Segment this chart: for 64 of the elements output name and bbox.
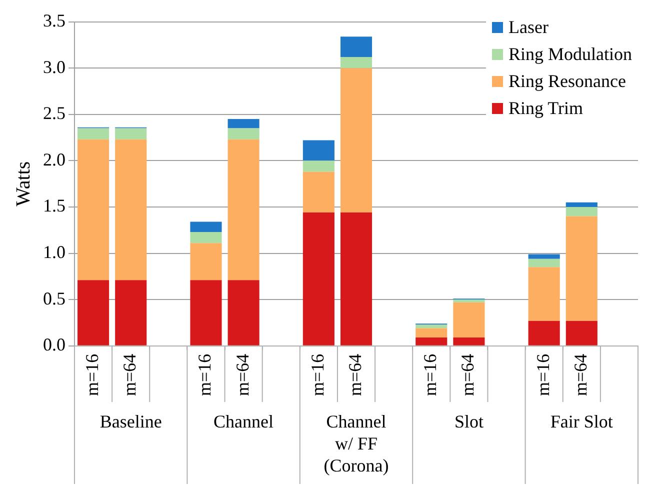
bar	[453, 302, 485, 338]
legend-label: Laser	[508, 17, 548, 38]
text: Channel w/ FF (Corona)	[324, 412, 389, 476]
x-tick-label: m=16	[307, 354, 328, 396]
y-tick-label: 1.0	[43, 242, 66, 262]
bar	[340, 36, 372, 57]
bar	[416, 324, 448, 328]
x-tick-label: m=64	[232, 354, 252, 396]
bar	[190, 243, 222, 280]
x-tick-label: m=64	[458, 354, 478, 396]
x-tick-label: m=64	[120, 354, 140, 396]
x-tick-label: m=64	[344, 354, 365, 396]
bar	[228, 128, 260, 140]
text: Slot	[454, 412, 484, 432]
bar	[78, 139, 110, 280]
bar	[190, 280, 222, 346]
bar	[453, 338, 485, 346]
x-tick-label: m=16	[82, 354, 102, 396]
bar	[566, 216, 598, 321]
bar	[78, 128, 110, 140]
y-tick-label: 2.0	[43, 149, 66, 170]
bar	[190, 222, 222, 232]
legend-label: Ring Resonance	[508, 71, 626, 92]
y-tick-label: 0.0	[43, 334, 66, 355]
bar	[340, 212, 372, 346]
bar	[302, 212, 334, 346]
y-tick-label: 0.5	[43, 288, 66, 308]
x-tick-label: m=16	[532, 354, 553, 396]
bar	[566, 320, 598, 346]
bar	[115, 128, 147, 140]
y-tick-label: 1.5	[43, 196, 66, 216]
x-tick-label: m=16	[420, 354, 440, 396]
bar	[528, 254, 560, 259]
y-tick-label: 3.5	[43, 10, 66, 31]
text: Baseline	[100, 412, 162, 432]
y-tick-label: 3.0	[43, 56, 66, 77]
bar	[228, 139, 260, 280]
bar	[115, 139, 147, 280]
x-tick-label: m=16	[194, 354, 215, 396]
text: Fair Slot	[550, 412, 613, 432]
bar	[302, 172, 334, 213]
bar	[416, 338, 448, 346]
x-tick-label: m=64	[570, 354, 590, 396]
text: Channel	[214, 412, 274, 432]
bar	[190, 232, 222, 244]
bar	[228, 280, 260, 346]
bar	[416, 328, 448, 338]
bar	[115, 280, 147, 346]
bar	[566, 206, 598, 216]
bar	[528, 267, 560, 321]
bar	[228, 119, 260, 128]
bar	[78, 280, 110, 346]
bar	[302, 140, 334, 161]
bar	[528, 320, 560, 346]
bar	[302, 160, 334, 172]
bar	[453, 300, 485, 302]
y-tick-label: 2.5	[43, 103, 66, 124]
bar	[528, 258, 560, 268]
bar	[566, 202, 598, 207]
bar	[340, 68, 372, 213]
legend-label: Ring Trim	[508, 98, 584, 119]
bar	[340, 56, 372, 68]
y-axis-title: Watts	[12, 161, 34, 206]
legend-label: Ring Modulation	[508, 44, 632, 65]
